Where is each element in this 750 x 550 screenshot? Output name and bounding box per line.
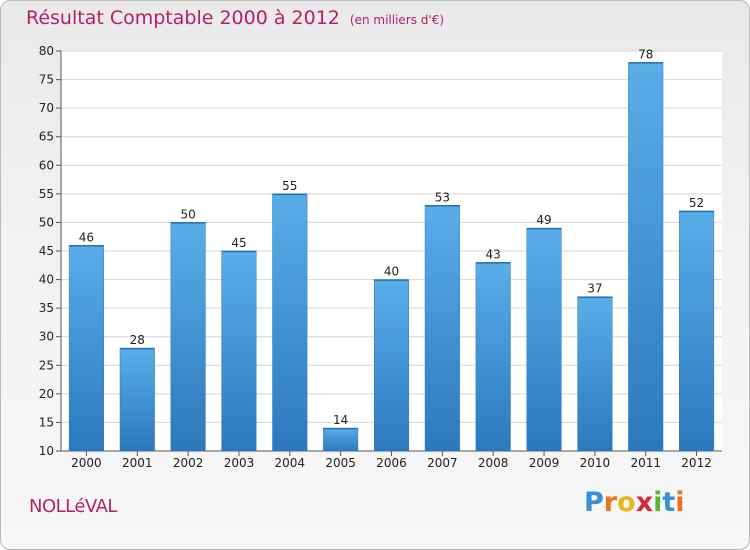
logo-letter: P (584, 487, 604, 518)
x-tick-label-2000: 2000 (71, 456, 102, 470)
value-label-2008: 43 (486, 247, 501, 261)
logo-letter: o (617, 487, 636, 518)
x-tick-label-2001: 2001 (122, 456, 153, 470)
y-tick-label: 75 (39, 73, 54, 87)
y-tick-label: 65 (39, 130, 54, 144)
bar-2000 (68, 245, 104, 452)
proxiti-logo: Proxiti (584, 487, 685, 518)
bar-2007 (424, 205, 460, 452)
bar-2010 (577, 296, 613, 452)
value-label-2012: 52 (689, 196, 704, 210)
y-tick-label: 50 (39, 215, 54, 229)
y-tick-label: 40 (39, 273, 54, 287)
x-tick-label-2007: 2007 (427, 456, 458, 470)
bar-2003 (221, 250, 257, 452)
value-label-2000: 46 (79, 230, 94, 244)
bar-2008 (475, 262, 511, 452)
x-tick-label-2009: 2009 (529, 456, 560, 470)
y-tick-label: 30 (39, 330, 54, 344)
logo-letter: i (653, 487, 663, 518)
bar-2005 (323, 427, 359, 452)
logo-letter: t (662, 487, 676, 518)
value-label-2009: 49 (536, 213, 551, 227)
x-tick-label-2010: 2010 (580, 456, 611, 470)
y-tick-label: 10 (39, 444, 54, 458)
x-tick-label-2008: 2008 (478, 456, 509, 470)
y-tick-label: 45 (39, 244, 54, 258)
value-label-2005: 14 (333, 413, 348, 427)
x-tick-label-2012: 2012 (681, 456, 712, 470)
chart-title-main: Résultat Comptable 2000 à 2012 (26, 7, 340, 29)
place-name: NOLLéVAL (29, 496, 117, 517)
chart-subtitle: (en milliers d'€) (349, 13, 445, 27)
bar-2004 (272, 193, 308, 452)
x-tick-label-2011: 2011 (630, 456, 661, 470)
bar-2001 (119, 347, 155, 452)
x-tick-label-2006: 2006 (376, 456, 407, 470)
bar-2011 (628, 62, 664, 452)
chart-title: Résultat Comptable 2000 à 2012 (en millie… (26, 7, 444, 29)
y-tick-label: 15 (39, 415, 54, 429)
y-tick-label: 35 (39, 301, 54, 315)
logo-letter: r (603, 487, 618, 518)
x-tick-label-2002: 2002 (173, 456, 204, 470)
bar-2006 (373, 279, 410, 452)
y-tick-label: 70 (39, 101, 54, 115)
x-tick-label-2004: 2004 (275, 456, 306, 470)
value-label-2010: 37 (587, 282, 602, 296)
value-label-2002: 50 (180, 207, 195, 221)
bar-2009 (526, 227, 562, 452)
y-tick-label: 60 (39, 158, 54, 172)
x-tick-label-2005: 2005 (325, 456, 356, 470)
bar-2002 (170, 222, 206, 452)
value-label-2006: 40 (384, 265, 399, 279)
value-label-2007: 53 (435, 190, 450, 204)
value-label-2003: 45 (231, 236, 246, 250)
y-tick-label: 80 (39, 44, 54, 58)
x-tick-label-2003: 2003 (224, 456, 255, 470)
y-tick-label: 20 (39, 387, 54, 401)
y-tick-label: 25 (39, 358, 54, 372)
value-label-2004: 55 (282, 179, 297, 193)
y-tick-label: 55 (39, 187, 54, 201)
logo-letter: x (635, 487, 654, 518)
logo-letter: i (675, 487, 685, 518)
bar-2012 (679, 210, 715, 452)
value-label-2001: 28 (130, 333, 145, 347)
value-label-2011: 78 (638, 47, 653, 61)
